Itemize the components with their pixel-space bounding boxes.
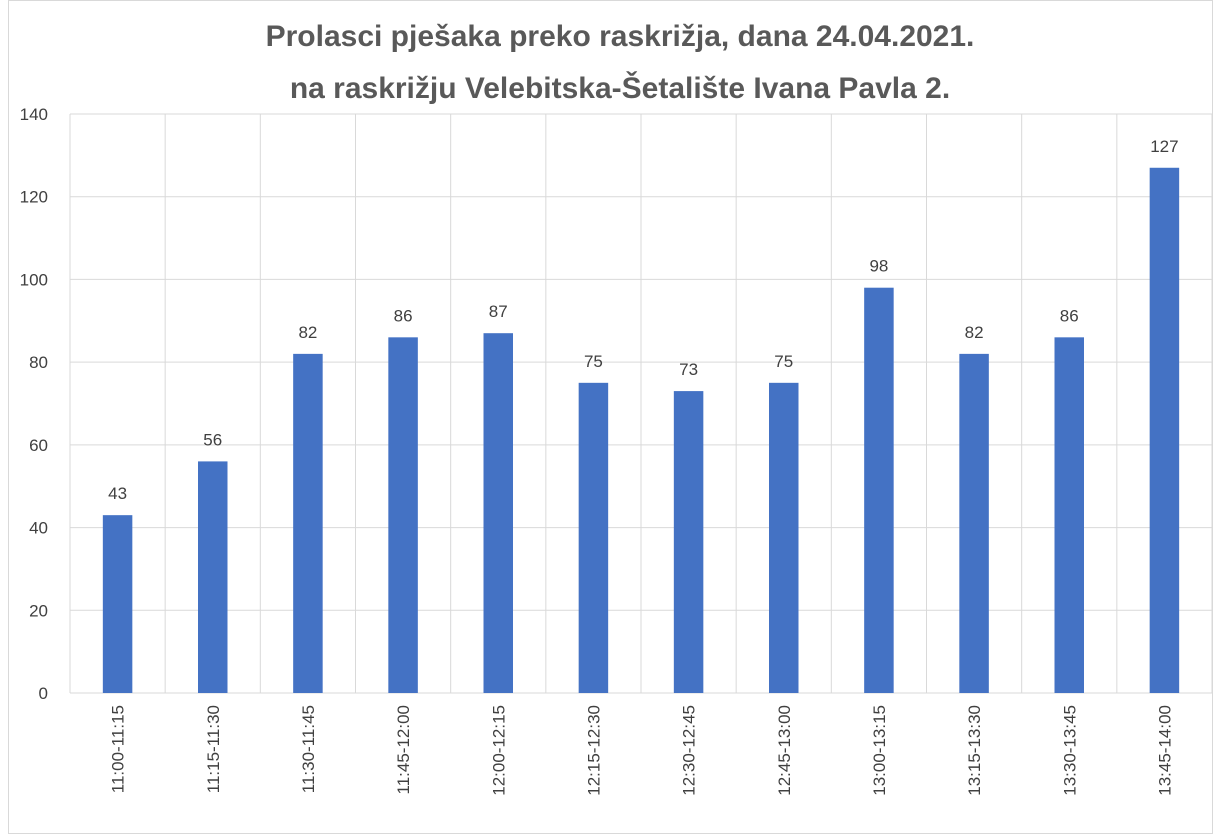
x-tick-label: 13:15-13:30 xyxy=(965,705,984,796)
data-label: 127 xyxy=(1150,137,1178,156)
x-tick-label: 11:00-11:15 xyxy=(109,705,128,793)
bar xyxy=(293,353,323,693)
y-tick-label: 40 xyxy=(29,519,48,538)
data-label: 43 xyxy=(108,484,127,503)
x-tick-label: 11:15-11:30 xyxy=(204,705,223,793)
bar xyxy=(102,515,133,693)
x-tick-label: 11:45-12:00 xyxy=(394,705,413,794)
x-tick-label: 13:30-13:45 xyxy=(1060,705,1079,796)
y-tick-label: 100 xyxy=(20,270,48,289)
x-tick-label: 11:30-11:45 xyxy=(299,705,318,793)
chart-title: na raskrižju Velebitska-Šetalište Ivana … xyxy=(290,71,950,105)
chart-title: Prolasci pješaka preko raskrižja, dana 2… xyxy=(266,20,975,53)
data-label: 87 xyxy=(489,302,508,321)
bar xyxy=(197,461,228,693)
data-label: 56 xyxy=(203,430,222,449)
bar xyxy=(1054,337,1085,693)
y-tick-label: 120 xyxy=(20,188,48,207)
data-label: 82 xyxy=(298,323,317,342)
bar xyxy=(864,287,894,693)
bar xyxy=(578,382,609,693)
data-label: 75 xyxy=(774,352,793,371)
x-tick-label: 12:00-12:15 xyxy=(489,705,508,796)
bar xyxy=(1149,167,1180,693)
y-tick-label: 60 xyxy=(29,436,48,455)
data-label: 98 xyxy=(869,257,888,276)
y-tick-label: 80 xyxy=(29,353,48,372)
y-tick-label: 140 xyxy=(20,105,48,124)
bar xyxy=(768,382,799,693)
x-tick-label: 13:45-14:00 xyxy=(1155,705,1174,796)
bar xyxy=(388,337,418,693)
data-label: 86 xyxy=(1060,306,1079,325)
x-tick-label: 12:30-12:45 xyxy=(680,705,699,796)
x-tick-label: 12:45-13:00 xyxy=(775,705,794,796)
x-tick-label: 12:15-12:30 xyxy=(584,705,603,796)
data-label: 75 xyxy=(584,352,603,371)
chart-frame xyxy=(8,0,1213,834)
y-tick-label: 20 xyxy=(29,601,48,620)
y-tick-label: 0 xyxy=(39,684,48,703)
bar xyxy=(483,333,514,693)
bar xyxy=(959,353,989,693)
x-tick-label: 13:00-13:15 xyxy=(870,705,889,796)
bar xyxy=(673,391,704,693)
data-label: 82 xyxy=(965,323,984,342)
data-label: 73 xyxy=(679,360,698,379)
data-label: 86 xyxy=(394,306,413,325)
